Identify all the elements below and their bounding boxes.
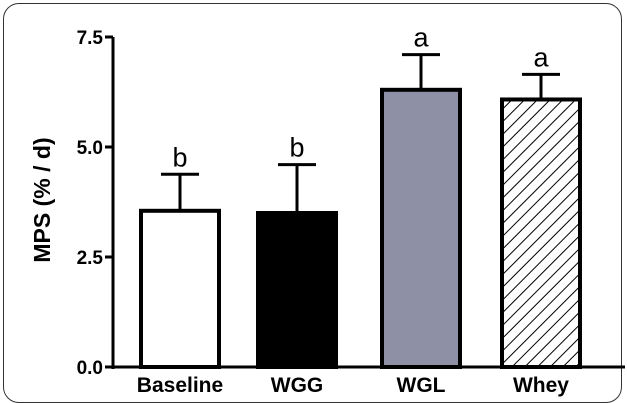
y-tick-label: 0.0 [77, 358, 103, 379]
significance-label: b [172, 142, 187, 172]
y-axis-title: MPS (% / d) [29, 137, 55, 262]
category-label: WGG [271, 374, 324, 397]
bar-wgl [380, 87, 462, 370]
y-tick-label: 5.0 [77, 138, 103, 159]
significance-label: b [289, 133, 304, 163]
labels: b Baseline b WGG a WGL a Whey [137, 23, 570, 397]
category-label: WGL [397, 374, 446, 397]
bar-whey [500, 97, 582, 369]
category-label: Whey [513, 374, 569, 397]
bar-wgg [256, 211, 338, 369]
significance-label: a [533, 42, 549, 72]
y-tick-label: 2.5 [77, 248, 104, 269]
category-label: Baseline [137, 374, 223, 397]
bar-baseline [139, 208, 221, 369]
y-tick-label: 7.5 [77, 28, 104, 49]
significance-label: a [413, 23, 429, 53]
bars [139, 53, 582, 370]
